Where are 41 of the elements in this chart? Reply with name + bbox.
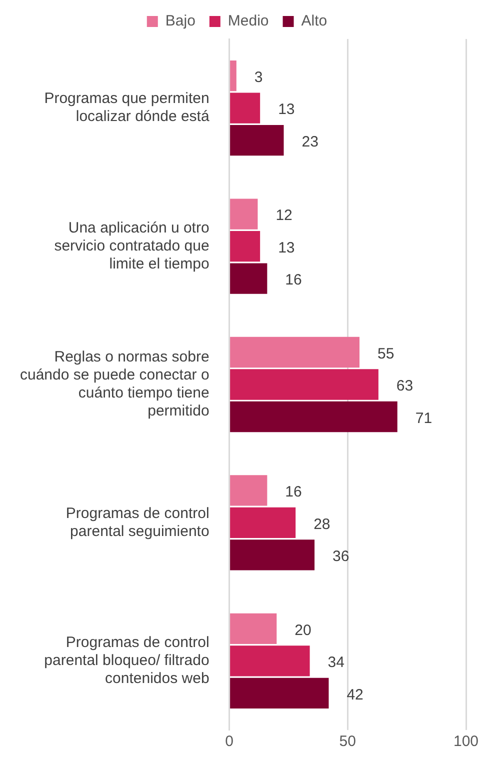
bar [230, 230, 260, 262]
y-tick-label: Una aplicación u otro servicio contratado que limite el tiempo [54, 219, 210, 272]
legend-label: Bajo [165, 12, 196, 30]
bar [230, 60, 236, 92]
y-tick-label: Reglas o normas sobre cuándo se puede conectar o cuánto tiempo tiene permitido [20, 348, 210, 420]
data-label: 63 [396, 378, 414, 395]
data-label: 13 [278, 239, 295, 256]
bar [230, 125, 284, 156]
bar [230, 336, 360, 368]
bar [230, 475, 268, 506]
data-label: 55 [377, 345, 394, 362]
bar [230, 263, 268, 294]
data-label: 36 [332, 548, 350, 566]
data-label: 71 [415, 410, 432, 427]
x-tick-label: 100 [453, 733, 479, 750]
legend-label: Alto [301, 12, 328, 30]
bar [230, 92, 260, 124]
data-label: 28 [314, 516, 330, 533]
bar [230, 369, 378, 400]
data-label: 20 [294, 622, 312, 639]
bar [230, 646, 310, 676]
y-tick-label: Programas de control parental seguimiento [66, 504, 210, 540]
data-label: 23 [302, 133, 318, 150]
data-label: 12 [276, 207, 292, 224]
x-tick-label: 50 [339, 733, 356, 750]
bar [230, 613, 277, 644]
bar [230, 540, 315, 570]
y-tick-label: Programas de control parental bloqueo/ filtrado contenidos web [44, 634, 210, 688]
bar [230, 198, 258, 230]
data-label: 13 [278, 101, 295, 118]
data-label: 16 [285, 272, 302, 289]
bar [230, 507, 296, 538]
y-tick-label: Programas que permiten localizar dónde está [44, 90, 210, 126]
data-label: 16 [285, 484, 302, 501]
data-label: 3 [254, 68, 263, 86]
legend-label: Medio [228, 12, 269, 30]
bar [230, 401, 398, 432]
bar [230, 678, 329, 708]
data-label: 34 [328, 654, 344, 672]
data-label: 42 [346, 686, 364, 704]
x-tick-label: 0 [225, 733, 234, 750]
